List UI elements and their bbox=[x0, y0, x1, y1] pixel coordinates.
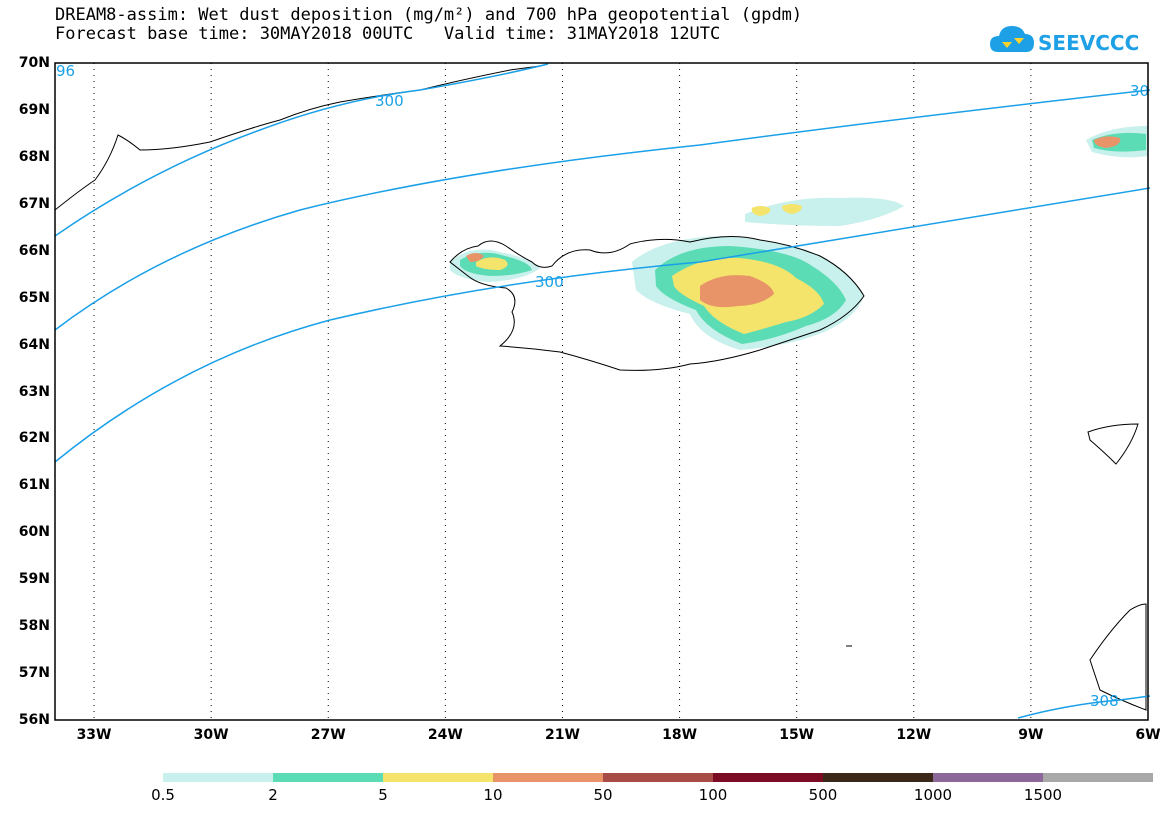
dust-level-5-b bbox=[751, 206, 771, 216]
colorbar-swatch bbox=[163, 773, 273, 782]
dust-level-10 bbox=[700, 275, 774, 308]
contour-label: 300 bbox=[375, 92, 404, 110]
lat-label: 57N bbox=[18, 665, 50, 682]
map-frame bbox=[54, 62, 1149, 721]
lat-label: 64N bbox=[18, 336, 50, 353]
contour-label: 300 bbox=[535, 273, 564, 291]
lat-label: 60N bbox=[18, 524, 50, 541]
colorbar-swatch bbox=[493, 773, 603, 782]
contour-308 bbox=[1017, 695, 1151, 719]
lon-label: 15W bbox=[779, 727, 815, 743]
lat-label: 59N bbox=[18, 571, 50, 588]
dust-level-10-c bbox=[466, 253, 484, 262]
lat-label: 70N bbox=[18, 55, 50, 71]
dust-deposition-shading bbox=[450, 126, 1148, 350]
colorbar-swatch bbox=[823, 773, 933, 782]
lon-label: 21W bbox=[544, 727, 580, 743]
colorbar-swatch bbox=[603, 773, 713, 782]
colorbar-label: 500 bbox=[808, 786, 838, 804]
colorbar-label: 50 bbox=[593, 786, 613, 804]
contour-300-north bbox=[54, 63, 549, 237]
contour-label: 30 bbox=[1130, 82, 1149, 100]
lon-label: 6W bbox=[1135, 727, 1161, 743]
lon-label: 30W bbox=[193, 727, 229, 743]
colorbar-label: 1000 bbox=[913, 786, 953, 804]
dust-level-5-d bbox=[476, 257, 508, 270]
lat-label: 65N bbox=[18, 289, 50, 306]
lon-label: 18W bbox=[662, 727, 698, 743]
colorbar-label: 1500 bbox=[1023, 786, 1063, 804]
contour-300-mid bbox=[54, 89, 1151, 331]
dust-level-0.5-b bbox=[745, 197, 904, 226]
logo-text: SEEVCCC bbox=[1038, 31, 1139, 55]
faroe-coast bbox=[1087, 423, 1139, 465]
lon-label: 27W bbox=[310, 727, 346, 743]
seevccc-logo: SEEVCCC bbox=[990, 26, 1139, 55]
colorbar-label: 10 bbox=[483, 786, 503, 804]
lon-label: 12W bbox=[896, 727, 932, 743]
lat-label: 56N bbox=[18, 712, 50, 728]
cloud-logo-icon bbox=[990, 26, 1034, 52]
lat-label: 67N bbox=[18, 195, 50, 212]
chart-subtitle: Forecast base time: 30MAY2018 00UTC Vali… bbox=[55, 24, 721, 44]
contour-300-south bbox=[54, 187, 1151, 463]
chart-title: DREAM8-assim: Wet dust deposition (mg/m²… bbox=[55, 5, 803, 25]
contour-label: 96 bbox=[56, 62, 75, 80]
colorbar-swatch bbox=[1043, 773, 1153, 782]
dust-level-5-c bbox=[782, 204, 802, 214]
lat-label: 66N bbox=[18, 242, 50, 259]
coastlines bbox=[54, 65, 1147, 711]
colorbar-label: 0.5 bbox=[151, 786, 175, 804]
colorbar-swatch bbox=[273, 773, 383, 782]
iceland-coast bbox=[449, 235, 865, 371]
lat-label: 63N bbox=[18, 383, 50, 400]
dust-level-10-b bbox=[1094, 136, 1121, 148]
lat-label: 68N bbox=[18, 148, 50, 165]
colorbar-swatch bbox=[713, 773, 823, 782]
colorbar-label: 5 bbox=[378, 786, 388, 804]
lat-label: 62N bbox=[18, 430, 50, 447]
colorbar-label: 100 bbox=[698, 786, 728, 804]
norway-coast bbox=[1089, 603, 1147, 711]
colorbar-swatch bbox=[933, 773, 1043, 782]
contour-label: 308 bbox=[1090, 692, 1119, 710]
lon-label: 9W bbox=[1018, 727, 1044, 743]
colorbar-label: 2 bbox=[268, 786, 278, 804]
lat-label: 58N bbox=[18, 618, 50, 635]
colorbar-swatch bbox=[383, 773, 493, 782]
lon-label: 33W bbox=[76, 727, 112, 743]
lat-label: 61N bbox=[18, 477, 50, 494]
contour-labels: 96 300 300 30 308 bbox=[56, 62, 1149, 710]
lon-label: 24W bbox=[427, 727, 463, 743]
lat-label: 69N bbox=[18, 101, 50, 118]
geopotential-contours bbox=[54, 63, 1151, 719]
greenland-coast bbox=[54, 65, 541, 211]
